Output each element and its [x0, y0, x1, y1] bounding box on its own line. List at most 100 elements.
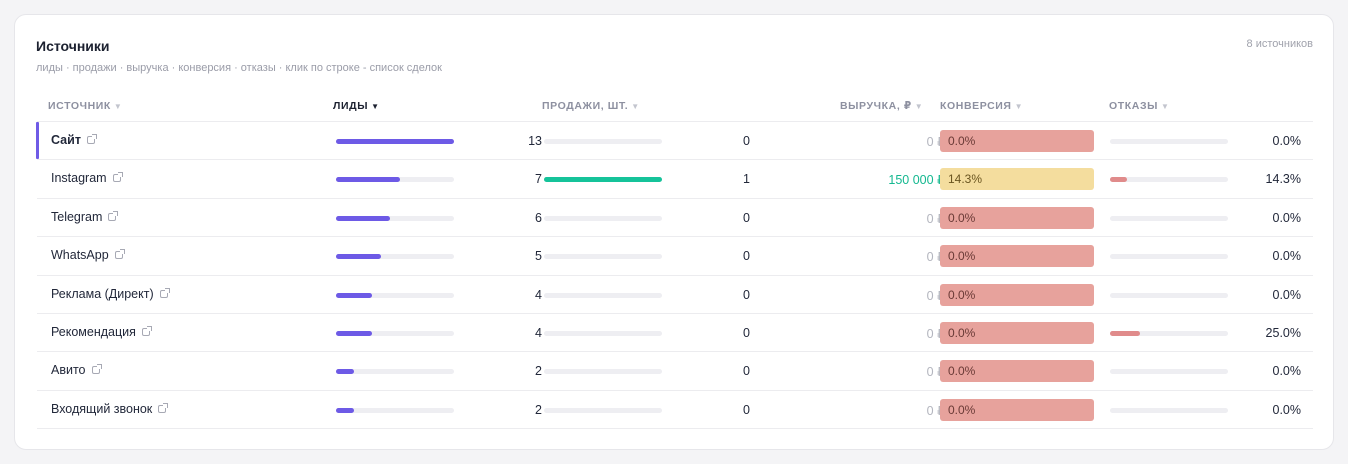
- table-header: ИСТОЧНИК ▼ ЛИДЫ ▼ ПРОДАЖИ, ШТ. ▼ ВЫРУЧКА, ₽…: [37, 98, 1313, 122]
- source-name[interactable]: WhatsApp: [51, 248, 125, 262]
- sales-bar-track: [544, 177, 662, 183]
- revenue-value: 150 000 ₽: [888, 173, 945, 188]
- sources-card: Источники лиды · продажи · выручка · кон…: [14, 14, 1334, 450]
- leads-bar-fill: [336, 330, 373, 336]
- table-row[interactable]: Telegram 6 0 0 ₽0.0% 0.0%: [37, 199, 1313, 238]
- leads-bar-track: [336, 177, 454, 183]
- refusals-value: 0.0%: [1272, 364, 1302, 379]
- leads-bar-track: [336, 254, 454, 260]
- table-row[interactable]: Рекомендация 4 0 0 ₽0.0% 25.0%: [37, 314, 1313, 353]
- source-name[interactable]: Реклама (Директ): [51, 287, 170, 301]
- leads-bar-track: [336, 407, 454, 413]
- sort-arrow-icon: ▼: [1014, 102, 1024, 111]
- leads-count: 4: [535, 287, 542, 302]
- conversion-badge: 0.0%: [940, 398, 1094, 421]
- sales-count: 0: [743, 134, 750, 148]
- leads-bar-fill: [336, 407, 355, 413]
- revenue-value: 0 ₽: [926, 211, 945, 226]
- source-name[interactable]: Авито: [51, 363, 102, 377]
- refusals-bar-track: [1110, 177, 1228, 183]
- table-row[interactable]: Авито 2 0 0 ₽0.0% 0.0%: [37, 352, 1313, 391]
- refusals-bar-track: [1110, 215, 1228, 221]
- sales-bar-fill: [544, 177, 662, 183]
- column-header-leads[interactable]: ЛИДЫ ▼: [333, 100, 380, 112]
- external-link-icon[interactable]: [91, 364, 102, 375]
- sort-arrow-icon: ▼: [1161, 102, 1170, 111]
- sales-bar-track: [544, 407, 662, 413]
- column-header-refusals[interactable]: ОТКАЗЫ ▼: [1109, 100, 1170, 112]
- revenue-value: 0 ₽: [926, 403, 945, 418]
- leads-bar-track: [336, 215, 454, 221]
- sales-count: 0: [743, 287, 750, 302]
- conversion-badge: 0.0%: [940, 206, 1094, 229]
- refusals-value: 25.0%: [1265, 325, 1301, 340]
- external-link-icon[interactable]: [159, 287, 170, 298]
- refusals-value: 0.0%: [1272, 249, 1302, 264]
- sales-bar-track: [544, 330, 662, 336]
- revenue-value: 0 ₽: [926, 326, 945, 341]
- leads-bar-track: [336, 139, 454, 144]
- table-row[interactable]: WhatsApp 5 0 0 ₽0.0% 0.0%: [37, 237, 1313, 276]
- refusals-value: 0.0%: [1272, 210, 1302, 225]
- revenue-value: 0 ₽: [926, 288, 945, 303]
- column-header-source[interactable]: ИСТОЧНИК ▼: [48, 100, 123, 112]
- conversion-badge: 0.0%: [940, 130, 1094, 152]
- external-link-icon[interactable]: [141, 325, 152, 336]
- revenue-value: 0 ₽: [926, 365, 945, 380]
- sales-bar-track: [544, 139, 662, 144]
- leads-count: 2: [535, 364, 542, 379]
- external-link-icon[interactable]: [114, 249, 125, 260]
- source-name[interactable]: Telegram: [51, 210, 119, 224]
- table-row[interactable]: Сайт 13 0 0 ₽0.0% 0.0%: [36, 122, 1313, 161]
- source-name[interactable]: Instagram: [51, 171, 123, 185]
- conversion-badge: 14.3%: [940, 168, 1094, 191]
- leads-bar-fill: [336, 254, 382, 260]
- revenue-value: 0 ₽: [926, 250, 945, 265]
- leads-count: 2: [535, 402, 542, 417]
- refusals-bar-fill: [1110, 330, 1140, 336]
- leads-bar-fill: [336, 369, 355, 375]
- refusals-value: 14.3%: [1265, 172, 1301, 187]
- column-header-conversion[interactable]: КОНВЕРСИЯ ▼: [940, 100, 1024, 112]
- external-link-icon[interactable]: [86, 134, 97, 144]
- sort-arrow-icon: ▼: [914, 102, 924, 111]
- leads-count: 13: [528, 134, 542, 148]
- source-name[interactable]: Входящий звонок: [51, 402, 169, 416]
- leads-count: 6: [535, 210, 542, 225]
- source-name[interactable]: Сайт: [51, 133, 97, 147]
- sales-bar-track: [544, 215, 662, 221]
- refusals-value: 0.0%: [1272, 287, 1302, 302]
- external-link-icon[interactable]: [112, 172, 123, 183]
- external-link-icon[interactable]: [108, 210, 119, 221]
- refusals-bar-track: [1110, 254, 1228, 260]
- sales-bar-track: [544, 369, 662, 375]
- refusals-bar-fill: [1110, 177, 1127, 183]
- table-body: Сайт 13 0 0 ₽0.0% 0.0% Instagram 7 1 150 000 ₽14…: [36, 122, 1313, 430]
- table-row[interactable]: Реклама (Директ) 4 0 0 ₽0.0% 0.0%: [37, 276, 1313, 314]
- leads-bar-track: [336, 330, 454, 336]
- sources-count: 8 источников: [1246, 38, 1313, 50]
- table-row[interactable]: Входящий звонок 2 0 0 ₽0.0% 0.0%: [37, 391, 1313, 430]
- column-header-sales[interactable]: ПРОДАЖИ, ШТ. ▼: [542, 100, 640, 112]
- leads-count: 7: [535, 172, 542, 187]
- sales-count: 0: [743, 364, 750, 379]
- sales-bar-track: [544, 292, 662, 298]
- sales-count: 0: [743, 249, 750, 264]
- refusals-bar-track: [1110, 330, 1228, 336]
- source-name[interactable]: Рекомендация: [51, 325, 152, 339]
- table-row[interactable]: Instagram 7 1 150 000 ₽14.3% 14.3%: [37, 160, 1313, 199]
- sales-count: 0: [743, 210, 750, 225]
- refusals-value: 0.0%: [1272, 402, 1302, 417]
- sort-arrow-icon: ▼: [113, 102, 123, 111]
- sort-arrow-icon: ▼: [371, 102, 380, 111]
- external-link-icon[interactable]: [158, 402, 169, 413]
- sales-bar-track: [544, 254, 662, 260]
- leads-count: 5: [535, 249, 542, 264]
- sort-arrow-icon: ▼: [631, 102, 640, 111]
- refusals-bar-track: [1110, 292, 1228, 298]
- card-subtitle: лиды · продажи · выручка · конверсия · о…: [36, 62, 442, 74]
- refusals-bar-track: [1110, 139, 1228, 144]
- column-header-revenue[interactable]: ВЫРУЧКА, ₽ ▼: [840, 100, 924, 112]
- sales-count: 0: [743, 325, 750, 340]
- conversion-badge: 0.0%: [940, 245, 1094, 268]
